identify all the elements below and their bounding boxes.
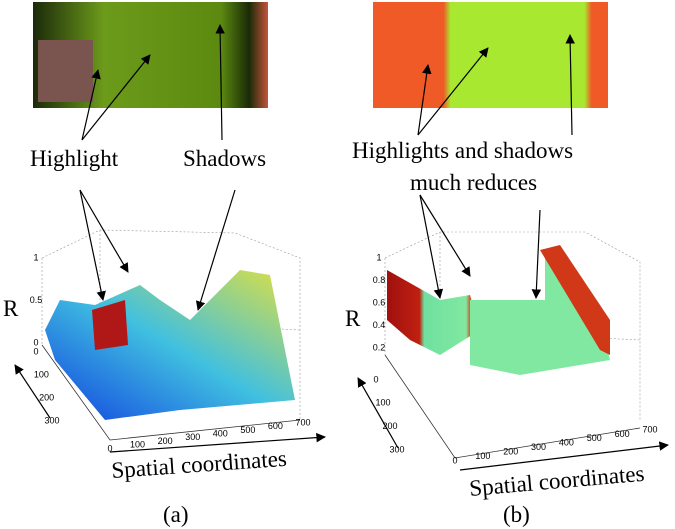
z-tick-label: 1 bbox=[33, 252, 38, 262]
x-tick-label: 700 bbox=[642, 424, 657, 434]
caption: (a) bbox=[163, 502, 189, 527]
annotation: Highlight bbox=[30, 146, 119, 171]
y-tick-label: 300 bbox=[389, 444, 404, 454]
z-axis-label: R bbox=[345, 306, 361, 331]
figure: Highlight Shadows Highlights and shadows… bbox=[0, 0, 675, 529]
annotation: Shadows bbox=[183, 146, 266, 171]
y-tick-label: 300 bbox=[44, 415, 59, 425]
x-tick-label: 400 bbox=[213, 429, 228, 439]
photo-object bbox=[373, 40, 433, 108]
z-axis-label: R bbox=[3, 296, 19, 321]
annotation: Highlights and shadows bbox=[352, 138, 573, 163]
x-tick-label: 0 bbox=[452, 455, 457, 465]
x-axis-label: Spatial coordinates bbox=[468, 461, 645, 501]
surface bbox=[45, 270, 295, 420]
annotation: much reduces bbox=[410, 170, 537, 195]
page: {"panels": [ {"annotations": ["Highlight… bbox=[0, 0, 675, 529]
z-tick-label: 0.8 bbox=[373, 275, 386, 285]
x-tick-label: 100 bbox=[475, 451, 490, 461]
x-tick-label: 700 bbox=[295, 417, 310, 427]
x-tick-label: 100 bbox=[130, 440, 145, 450]
caption: (b) bbox=[503, 502, 530, 527]
x-tick-label: 200 bbox=[503, 447, 518, 457]
z-tick-label: 0.6 bbox=[373, 297, 386, 307]
surface bbox=[387, 270, 480, 355]
x-tick-label: 0 bbox=[107, 443, 112, 453]
y-tick-label: 0 bbox=[33, 346, 38, 356]
z-tick-label: 0.5 bbox=[30, 295, 43, 305]
x-tick-label: 600 bbox=[615, 429, 630, 439]
z-tick-label: 1 bbox=[376, 252, 381, 262]
photo-object bbox=[38, 40, 93, 102]
y-tick-label: 100 bbox=[34, 369, 49, 379]
z-tick-label: 0.2 bbox=[373, 342, 386, 352]
y-tick-label: 200 bbox=[39, 392, 54, 402]
y-tick-label: 100 bbox=[375, 398, 390, 408]
x-tick-label: 200 bbox=[158, 436, 173, 446]
x-tick-label: 600 bbox=[268, 421, 283, 431]
x-tick-label: 400 bbox=[559, 438, 574, 448]
x-tick-label: 300 bbox=[531, 442, 546, 452]
y-tick-label: 200 bbox=[382, 421, 397, 431]
y-tick-label: 0 bbox=[373, 374, 378, 384]
x-tick-label: 500 bbox=[240, 425, 255, 435]
x-axis-label: Spatial coordinates bbox=[111, 446, 288, 483]
z-tick-label: 0.4 bbox=[373, 320, 386, 330]
x-tick-label: 500 bbox=[587, 433, 602, 443]
x-tick-label: 300 bbox=[185, 432, 200, 442]
